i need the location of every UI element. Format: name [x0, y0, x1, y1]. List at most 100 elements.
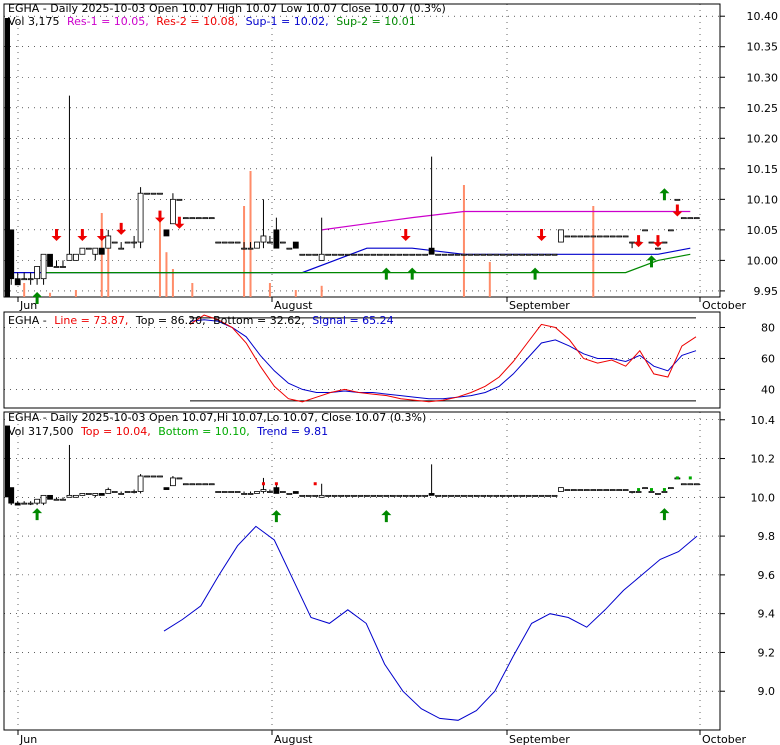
osc-y-tick-label: 60 — [761, 352, 775, 365]
candle-body — [189, 217, 196, 220]
trend-candle-body — [648, 491, 655, 493]
trend-candle-body — [415, 494, 422, 497]
trend-candle-body — [267, 491, 273, 493]
trend-bottom: Bottom = 10.10, — [158, 425, 250, 438]
trend-candle-body — [40, 494, 47, 504]
trend-y-tick-label: 10.2 — [751, 453, 776, 466]
trend-candle-body — [105, 489, 112, 494]
trend-bottom-dot — [649, 488, 653, 492]
candle-body — [228, 241, 235, 244]
trend-candle-body — [667, 487, 674, 490]
trend-candle-body — [73, 494, 79, 498]
volume-bar — [592, 206, 595, 297]
trend-candle-body — [215, 491, 222, 493]
trend-candle-body — [118, 493, 125, 495]
candle-body — [85, 247, 92, 250]
trend-top-dot — [261, 482, 265, 486]
candle-body — [118, 247, 125, 250]
trend-candle-body — [351, 494, 357, 497]
osc-y-tick-label: 80 — [761, 321, 775, 334]
candle-body — [260, 235, 267, 243]
down-arrow — [400, 228, 411, 241]
candle-body — [693, 217, 700, 220]
osc-signal: Signal = 65.24 — [312, 314, 394, 327]
candle-body — [590, 235, 597, 238]
price-y-tick-label: 10.10 — [747, 193, 779, 206]
trend-candle-body — [389, 494, 396, 497]
trend-candle-body — [279, 491, 286, 493]
candle-body — [66, 253, 73, 261]
candle-body — [305, 253, 312, 256]
osc-top: Top = 86.20, — [135, 314, 206, 327]
candle-body — [137, 192, 144, 243]
trend-candle-body — [480, 494, 487, 497]
candle-body — [273, 229, 280, 249]
down-arrow — [652, 235, 663, 248]
trend-candle-body — [680, 483, 687, 486]
candle-body — [202, 217, 209, 220]
candle-body — [667, 229, 674, 232]
trend-panel: 9.0 9.2 9.4 9.6 9.8 10.0 10.2 10.4 Jun August Sep… — [3, 411, 775, 745]
candle-body — [318, 253, 325, 261]
trend-up-arrow — [32, 508, 43, 521]
price-y-axis: 9.95 10.00 10.05 10.10 10.15 10.20 10.25 10.30 1… — [720, 10, 778, 298]
candle-body — [596, 235, 603, 238]
trend-candle-body — [687, 483, 694, 486]
trend-candle-body — [635, 491, 642, 493]
trend-candle-body — [14, 502, 21, 506]
trend-vol: Vol 317,500 — [8, 425, 73, 438]
osc-name: EGHA - — [8, 314, 47, 327]
candle-body — [609, 235, 616, 238]
trend-candle-body — [422, 494, 429, 497]
price-x-tick-label: August — [274, 299, 313, 312]
trend-grid — [4, 412, 720, 730]
candle-body — [402, 253, 409, 256]
trend-candle-body — [34, 498, 41, 504]
trend-candle-body — [305, 494, 312, 497]
trend-candles — [5, 425, 700, 506]
trend-candle-body — [131, 491, 138, 493]
trend-x-tick-label: October — [702, 733, 746, 745]
trend-candle-body — [564, 489, 571, 491]
trend-candle-body — [370, 494, 377, 497]
candle-body — [409, 253, 416, 256]
trend-trend: Trend = 9.81 — [256, 425, 328, 438]
trend-candle-body — [428, 493, 435, 496]
oscillator-y-axis: 40 60 80 — [720, 321, 775, 396]
trend-candle-body — [150, 475, 157, 478]
trend-candle-body — [260, 489, 267, 492]
sup2-line — [43, 253, 691, 274]
trend-candle-body — [21, 502, 28, 505]
trend-candle-body — [228, 491, 235, 493]
trend-candle-body — [234, 491, 241, 493]
trend-candle-body — [538, 494, 545, 497]
trend-candle-body — [558, 487, 564, 492]
trend-up-arrow — [381, 510, 392, 523]
trend-candle-body — [409, 494, 416, 497]
price-y-tick-label: 10.40 — [747, 10, 779, 23]
candle-body — [480, 253, 487, 256]
candle-body — [176, 198, 183, 201]
candle-body — [622, 235, 629, 238]
trend-candle-body — [577, 489, 584, 491]
candle-body — [105, 235, 112, 249]
trend-candle-body — [47, 494, 53, 500]
trend-y-axis: 9.0 9.2 9.4 9.6 9.8 10.0 10.2 10.4 — [720, 414, 775, 698]
volume-bar — [249, 171, 252, 297]
candle-body — [27, 278, 34, 281]
candle-body — [221, 241, 228, 244]
trend-candle-body — [163, 487, 170, 490]
volume-bar — [100, 213, 103, 297]
volume-bar — [320, 285, 323, 297]
trend-title: EGHA - Daily 2025-10-03 Open 10.07,Hi 10… — [8, 411, 426, 424]
trend-candle-body — [551, 494, 558, 497]
trend-y-tick-label: 10.0 — [751, 491, 776, 504]
osc-line: Line = 73.87, — [54, 314, 128, 327]
sup1-line — [11, 247, 691, 274]
candle-body — [150, 192, 157, 195]
candle-body — [111, 241, 118, 244]
trend-bottom-dot — [688, 476, 692, 480]
trend-candle-body — [376, 494, 383, 497]
trend-candle-body — [60, 498, 66, 501]
candle-body — [680, 217, 687, 220]
